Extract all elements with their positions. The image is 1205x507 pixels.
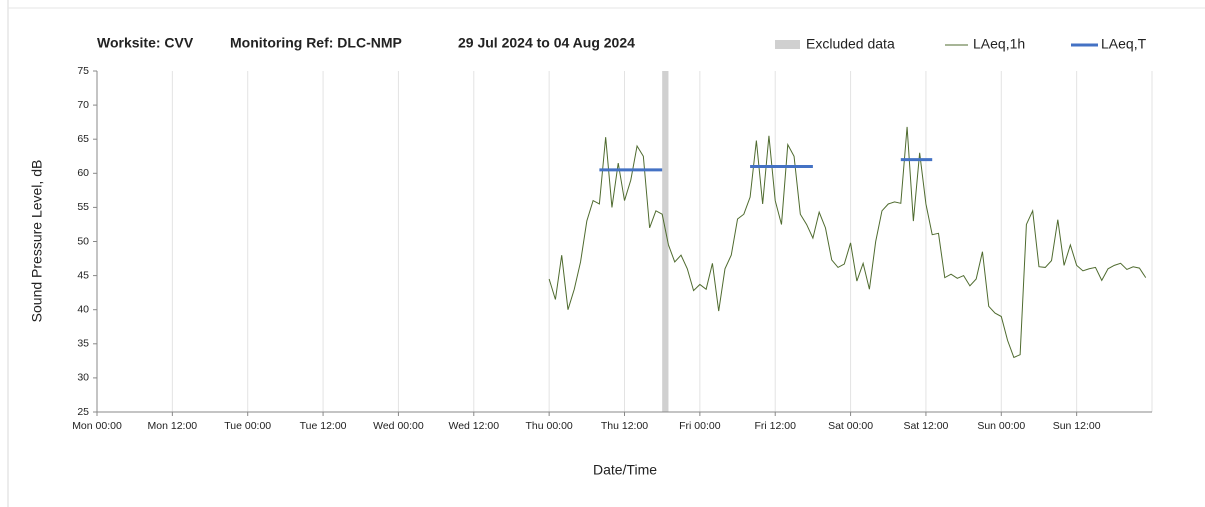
date-range: 29 Jul 2024 to 04 Aug 2024 xyxy=(458,35,635,51)
y-tick-label: 50 xyxy=(77,235,89,247)
y-tick-label: 65 xyxy=(77,133,89,145)
x-tick-label: Mon 12:00 xyxy=(148,420,198,432)
y-tick-label: 30 xyxy=(77,372,89,384)
y-tick-label: 40 xyxy=(77,303,89,315)
legend-laeqt: LAeq,T xyxy=(1101,36,1147,52)
y-tick-label: 55 xyxy=(77,201,89,213)
x-tick-label: Wed 00:00 xyxy=(373,420,424,432)
x-tick-label: Wed 12:00 xyxy=(448,420,499,432)
x-tick-label: Sat 00:00 xyxy=(828,420,873,432)
x-tick-label: Sat 12:00 xyxy=(903,420,948,432)
y-tick-label: 45 xyxy=(77,269,89,281)
x-tick-label: Tue 00:00 xyxy=(224,420,271,432)
x-tick-label: Sun 12:00 xyxy=(1053,420,1101,432)
y-tick-label: 60 xyxy=(77,167,89,179)
y-tick-label: 70 xyxy=(77,99,89,111)
legend-excluded-swatch xyxy=(775,40,800,49)
x-tick-label: Sun 00:00 xyxy=(977,420,1025,432)
x-tick-label: Thu 00:00 xyxy=(525,420,572,432)
y-tick-label: 75 xyxy=(77,65,89,77)
excluded-band xyxy=(662,71,669,412)
x-tick-label: Thu 12:00 xyxy=(601,420,648,432)
y-tick-label: 25 xyxy=(77,406,89,418)
monitoring-ref: Monitoring Ref: DLC-NMP xyxy=(230,35,402,51)
line-series xyxy=(548,126,1147,359)
x-tick-label: Fri 12:00 xyxy=(754,420,796,432)
x-axis-label: Date/Time xyxy=(593,462,657,478)
y-tick-label: 35 xyxy=(77,338,89,350)
worksite: Worksite: CVV xyxy=(97,35,194,51)
x-tick-label: Tue 12:00 xyxy=(300,420,347,432)
legend-excluded: Excluded data xyxy=(806,36,895,52)
legend-laeq1h: LAeq,1h xyxy=(973,36,1025,52)
x-tick-label: Fri 00:00 xyxy=(679,420,721,432)
x-tick-label: Mon 00:00 xyxy=(72,420,122,432)
y-axis-label: Sound Pressure Level, dB xyxy=(29,160,45,323)
